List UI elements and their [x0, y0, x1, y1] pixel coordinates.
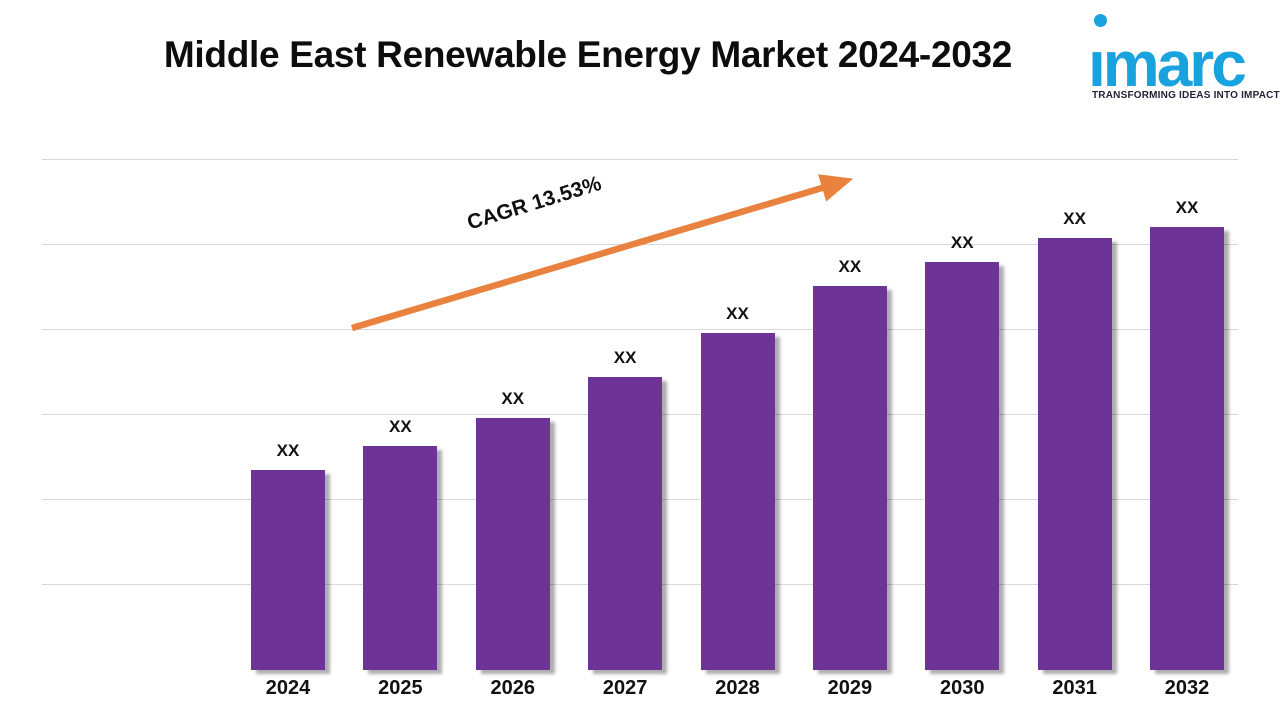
bar-2030 — [925, 262, 1000, 670]
bar-2032 — [1150, 227, 1224, 670]
x-axis-label-2032: 2032 — [1164, 677, 1210, 699]
bar-2029 — [812, 286, 887, 670]
bar-value-label: XX — [613, 348, 637, 367]
logo-tagline: TRANSFORMING IDEAS INTO IMPACT — [1092, 90, 1280, 101]
bar-group-2032: XX 2032 — [1150, 198, 1224, 699]
bar-2025 — [363, 446, 438, 670]
gridline — [42, 329, 1238, 330]
bar-value-label: XX — [1175, 198, 1199, 217]
x-axis-label-2027: 2027 — [602, 677, 648, 699]
bar-2024 — [251, 470, 325, 670]
x-axis-label-2030: 2030 — [940, 677, 985, 699]
bar-group-2024: XX 2024 — [251, 198, 325, 699]
bar-2026 — [475, 418, 550, 670]
bar-value-label: XX — [389, 417, 412, 436]
x-axis-label-2028: 2028 — [715, 677, 760, 699]
cagr-trend-arrow — [351, 174, 854, 332]
bar-group-2027: XX 2027 — [588, 198, 663, 699]
chart-title: Middle East Renewable Energy Market 2024… — [163, 34, 1013, 75]
bar-2028 — [700, 333, 775, 670]
bar-value-label: XX — [276, 441, 300, 460]
logo-dot-icon — [1094, 14, 1107, 27]
bar-value-label: XX — [1063, 209, 1086, 228]
bar-group-2030: XX 2030 — [925, 198, 1000, 699]
bar-group-2029: XX 2029 — [812, 198, 887, 699]
imarc-logo: ımarc TRANSFORMING IDEAS INTO IMPACT — [1084, 10, 1280, 102]
bar-group-2028: XX 2028 — [700, 198, 775, 699]
bar-group-2026: XX 2026 — [475, 198, 550, 699]
x-axis-label-2031: 2031 — [1052, 677, 1097, 699]
bar-value-label: XX — [501, 389, 525, 408]
bar-2031 — [1037, 238, 1112, 670]
x-axis-label-2026: 2026 — [490, 677, 536, 699]
bar-value-label: XX — [838, 257, 862, 276]
x-axis-label-2024: 2024 — [265, 677, 311, 699]
bar-value-label: XX — [726, 304, 749, 323]
bar-2027 — [588, 377, 663, 670]
gridline — [42, 159, 1238, 160]
x-axis-label-2029: 2029 — [827, 677, 873, 699]
x-axis-label-2025: 2025 — [378, 677, 423, 699]
bar-value-label: XX — [950, 233, 974, 252]
bars-container: XX 2024 XX 2025 XX 2026 XX 2027 XX 2028 XX 2029 XX 20… — [251, 198, 1224, 699]
bar-group-2031: XX 2031 — [1037, 198, 1112, 699]
bar-group-2025: XX 2025 — [363, 198, 438, 699]
logo-wordmark: ımarc — [1088, 28, 1247, 100]
